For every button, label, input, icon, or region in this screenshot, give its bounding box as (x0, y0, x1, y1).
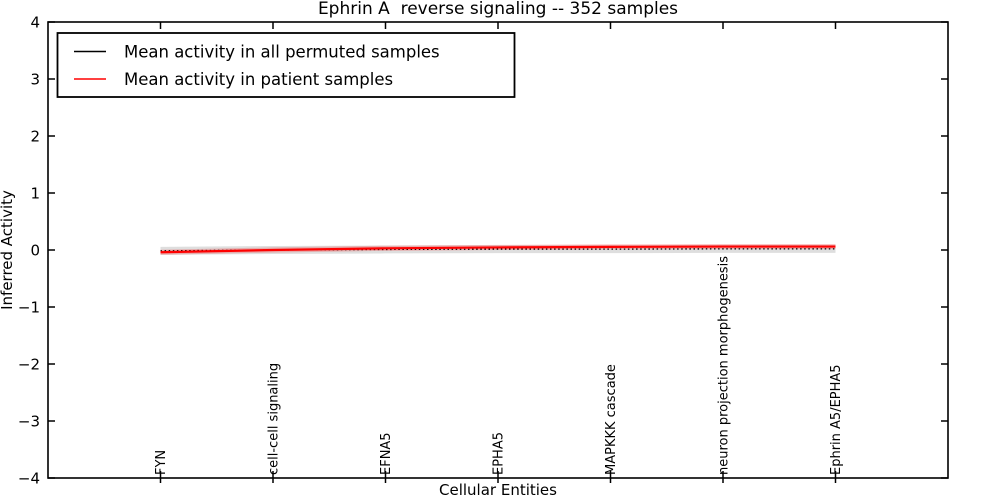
series-line-1 (160, 245, 836, 254)
legend-box (56, 32, 516, 98)
x-tick-label: MAPKKK cascade (604, 364, 619, 475)
x-tick-label: EFNA5 (379, 432, 394, 475)
y-tick-labels: 4 3 2 1 0 −1 −2 −3 −4 (18, 13, 40, 487)
y-tick-label: 1 (30, 184, 40, 202)
x-tick-label: Ephrin A5/EPHA5 (829, 364, 844, 475)
x-tick-label: cell-cell signaling (267, 363, 282, 475)
y-tick-label: 3 (30, 70, 40, 88)
y-tick-label: 2 (30, 127, 40, 145)
y-tick-label: −3 (18, 412, 40, 430)
y-tick-label: −2 (18, 355, 40, 373)
series-lines (160, 245, 836, 254)
y-axis-label: Inferred Activity (0, 190, 16, 310)
x-tick-label: EPHA5 (492, 432, 507, 475)
series-line-0 (160, 248, 836, 252)
y-tick-label: −1 (18, 298, 40, 316)
axis-ticks (48, 21, 948, 483)
chart-title: Ephrin A reverse signaling -- 352 sample… (318, 0, 678, 19)
x-tick-label: neuron projection morphogenesis (717, 256, 732, 475)
legend-label-patient: Mean activity in patient samples (124, 70, 393, 89)
plot-area-frame (47, 21, 949, 479)
legend-label-permuted: Mean activity in all permuted samples (124, 42, 440, 61)
x-tick-labels: FYN cell-cell signaling EFNA5 EPHA5 MAPKKK c… (154, 256, 844, 475)
x-axis-label: Cellular Entities (439, 481, 557, 499)
y-tick-label: 4 (30, 13, 40, 31)
y-tick-label: 0 (30, 241, 40, 259)
y-tick-label: −4 (18, 469, 40, 487)
x-tick-label: FYN (154, 450, 169, 475)
legend: Mean activity in all permuted samples Me… (56, 32, 516, 98)
